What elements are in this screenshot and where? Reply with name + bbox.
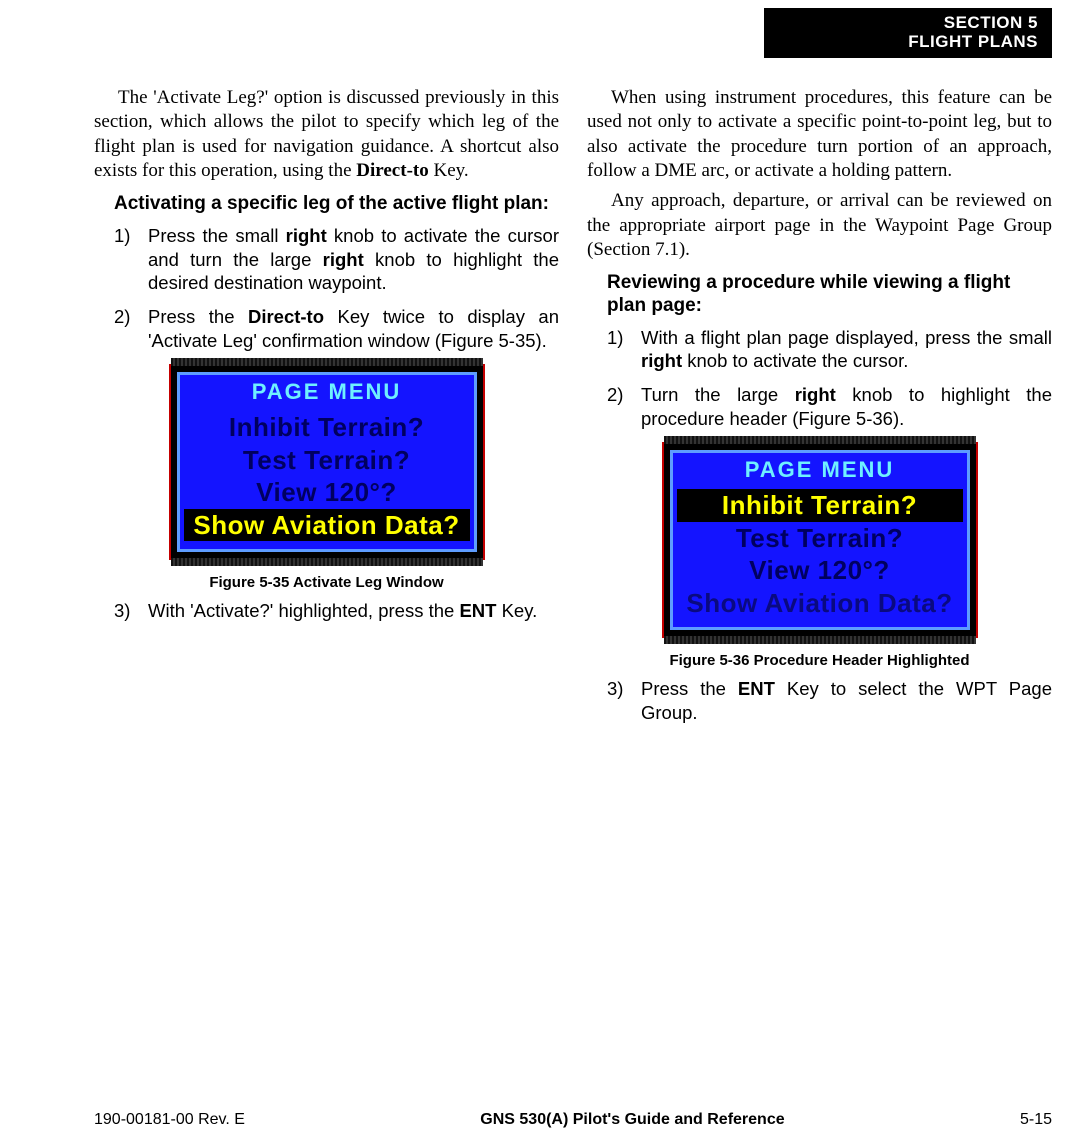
section-header-line1: SECTION 5: [778, 14, 1038, 33]
menu-item: Inhibit Terrain?: [190, 411, 464, 444]
menu-item: Test Terrain?: [683, 522, 957, 555]
list-item: 3) With 'Activate?' highlighted, press t…: [94, 599, 559, 623]
list-text: Press the Direct-to Key twice to display…: [148, 305, 559, 352]
list-text: With a flight plan page displayed, press…: [641, 326, 1052, 373]
right-heading: Reviewing a procedure while viewing a fl…: [587, 272, 1052, 318]
figure-caption: Figure 5-36 Procedure Header Highlighted: [587, 652, 1052, 669]
screen-items: Inhibit Terrain? Test Terrain? View 120°…: [180, 407, 474, 549]
right-para-2-text: Any approach, departure, or arrival can …: [587, 190, 1052, 260]
list-text: Turn the large right knob to highlight t…: [641, 383, 1052, 430]
right-column: When using instrument procedures, this f…: [587, 86, 1052, 735]
list-number: 3): [607, 677, 641, 724]
list-number: 2): [114, 305, 148, 352]
list-text: Press the ENT Key to select the WPT Page…: [641, 677, 1052, 724]
left-column: The 'Activate Leg?' option is discussed …: [94, 86, 559, 735]
list-item: 1) Press the small right knob to activat…: [94, 224, 559, 295]
device-screen: PAGE MENU Inhibit Terrain? Test Terrain?…: [670, 450, 970, 630]
left-heading: Activating a specific leg of the active …: [94, 193, 559, 216]
list-number: 2): [607, 383, 641, 430]
section-header-line2: FLIGHT PLANS: [778, 33, 1038, 52]
footer-revision: 190-00181-00 Rev. E: [94, 1111, 245, 1129]
list-text: Press the small right knob to activate t…: [148, 224, 559, 295]
intro-paragraph: The 'Activate Leg?' option is discussed …: [94, 86, 559, 183]
menu-item: View 120°?: [683, 554, 957, 587]
footer-title: GNS 530(A) Pilot's Guide and Reference: [480, 1111, 784, 1129]
intro-text: The 'Activate Leg?' option is discussed …: [94, 87, 559, 181]
screen-items: Inhibit Terrain? Test Terrain? View 120°…: [673, 485, 967, 627]
figure-5-36: PAGE MENU Inhibit Terrain? Test Terrain?…: [587, 442, 1052, 669]
device-screen: PAGE MENU Inhibit Terrain? Test Terrain?…: [177, 372, 477, 552]
menu-item: Test Terrain?: [190, 444, 464, 477]
list-number: 1): [607, 326, 641, 373]
list-item: 3) Press the ENT Key to select the WPT P…: [587, 677, 1052, 724]
list-text: With 'Activate?' highlighted, press the …: [148, 599, 559, 623]
right-para-2: Any approach, departure, or arrival can …: [587, 189, 1052, 262]
menu-item: Show Aviation Data?: [683, 587, 957, 620]
section-header: SECTION 5 FLIGHT PLANS: [764, 8, 1052, 58]
list-item: 1) With a flight plan page displayed, pr…: [587, 326, 1052, 373]
page-footer: 190-00181-00 Rev. E GNS 530(A) Pilot's G…: [94, 1111, 1052, 1129]
menu-item-selected: Inhibit Terrain?: [677, 489, 963, 522]
right-para-1-text: When using instrument procedures, this f…: [587, 87, 1052, 181]
device-frame: PAGE MENU Inhibit Terrain? Test Terrain?…: [169, 364, 485, 560]
footer-page-number: 5-15: [1020, 1111, 1052, 1129]
menu-item-selected: Show Aviation Data?: [184, 509, 470, 542]
list-item: 2) Press the Direct-to Key twice to disp…: [94, 305, 559, 352]
list-number: 1): [114, 224, 148, 295]
figure-5-35: PAGE MENU Inhibit Terrain? Test Terrain?…: [94, 364, 559, 591]
screen-title: PAGE MENU: [673, 453, 967, 485]
right-para-1: When using instrument procedures, this f…: [587, 86, 1052, 183]
screen-title: PAGE MENU: [180, 375, 474, 407]
list-item: 2) Turn the large right knob to highligh…: [587, 383, 1052, 430]
figure-caption: Figure 5-35 Activate Leg Window: [94, 574, 559, 591]
list-number: 3): [114, 599, 148, 623]
page-content: The 'Activate Leg?' option is discussed …: [94, 86, 1052, 735]
menu-item: View 120°?: [190, 476, 464, 509]
device-frame: PAGE MENU Inhibit Terrain? Test Terrain?…: [662, 442, 978, 638]
